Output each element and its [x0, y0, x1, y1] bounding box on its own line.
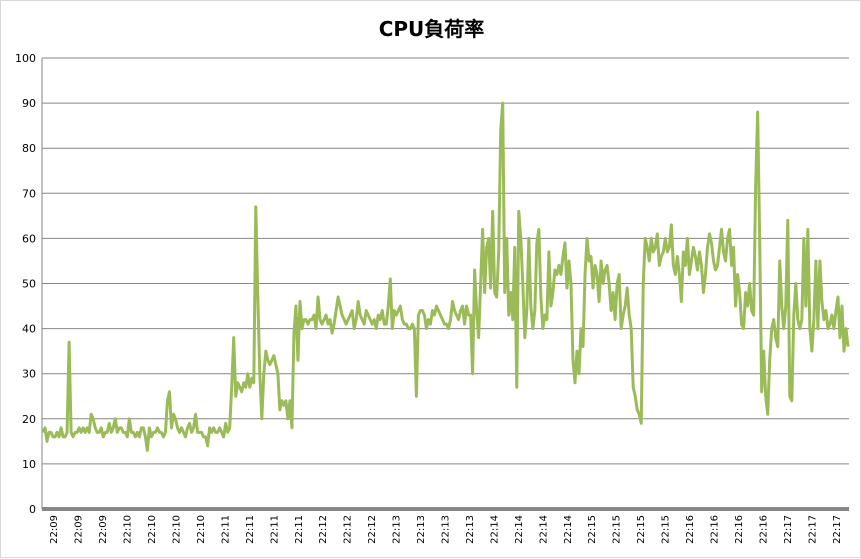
x-tick-label: 22:09 [49, 515, 60, 544]
x-tick-label: 22:14 [538, 515, 549, 544]
x-tick-label: 22:14 [489, 515, 500, 544]
y-tick-label: 80 [22, 142, 36, 155]
x-tick-label: 22:11 [245, 515, 256, 544]
x-tick-label: 22:12 [343, 515, 354, 544]
x-tick-label: 22:09 [74, 515, 85, 544]
y-tick-label: 20 [22, 413, 36, 426]
x-tick-label: 22:09 [98, 515, 109, 544]
x-tick-label: 22:13 [465, 515, 476, 544]
x-tick-label: 22:10 [196, 515, 207, 544]
y-tick-label: 0 [29, 503, 36, 516]
x-tick-label: 22:12 [318, 515, 329, 544]
y-tick-label: 50 [22, 278, 36, 291]
series-line [41, 101, 850, 452]
y-tick-label: 70 [22, 187, 36, 200]
x-tick-label: 22:14 [563, 515, 574, 544]
x-tick-label: 22:13 [392, 515, 403, 544]
x-tick-label: 22:15 [661, 515, 672, 544]
y-tick-label: 60 [22, 232, 36, 245]
x-tick-label: 22:10 [123, 515, 134, 544]
x-tick-label: 22:17 [807, 515, 818, 544]
x-tick-label: 22:13 [416, 515, 427, 544]
x-tick-label: 22:17 [832, 515, 843, 544]
x-tick-label: 22:16 [685, 515, 696, 544]
x-tick-label: 22:11 [269, 515, 280, 544]
x-tick-label: 22:13 [441, 515, 452, 544]
x-tick-label: 22:14 [514, 515, 525, 544]
x-tick-label: 22:17 [783, 515, 794, 544]
y-tick-label: 10 [22, 458, 36, 471]
x-tick-label: 22:16 [710, 515, 721, 544]
x-tick-label: 22:15 [612, 515, 623, 544]
x-tick-label: 22:10 [147, 515, 158, 544]
x-tick-label: 22:16 [734, 515, 745, 544]
x-tick-label: 22:15 [636, 515, 647, 544]
x-tick-label: 22:10 [172, 515, 183, 544]
y-tick-label: 100 [15, 52, 36, 65]
y-tick-label: 40 [22, 323, 36, 336]
y-tick-label: 90 [22, 97, 36, 110]
y-tick-label: 30 [22, 368, 36, 381]
x-tick-label: 22:11 [220, 515, 231, 544]
x-tick-label: 22:16 [758, 515, 769, 544]
chart-title: CPU負荷率 [378, 17, 485, 41]
x-tick-label: 22:15 [587, 515, 598, 544]
x-tick-label: 22:12 [367, 515, 378, 544]
x-tick-label: 22:11 [294, 515, 305, 544]
